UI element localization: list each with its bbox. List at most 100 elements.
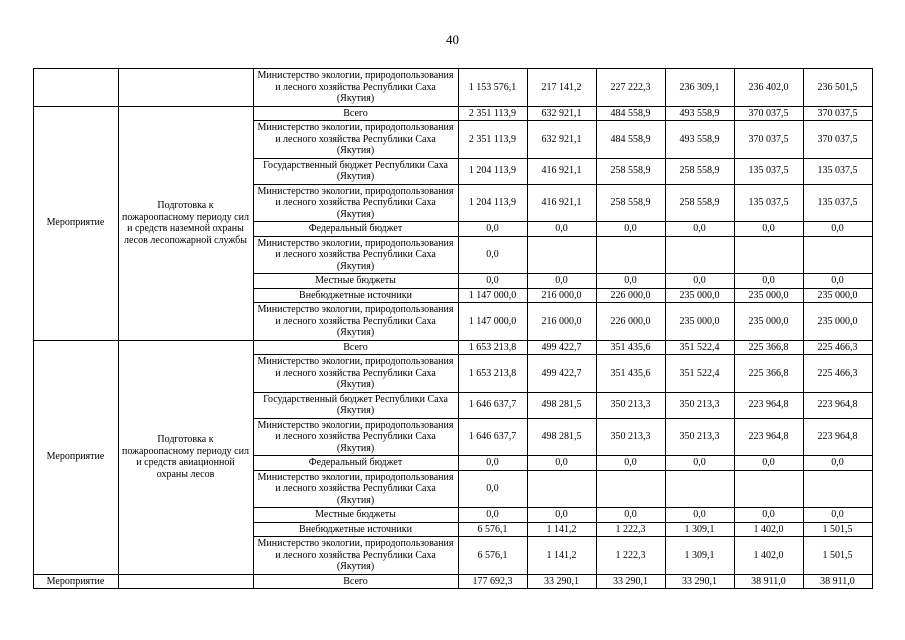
table-row: Министерство экологии, природопользовани…: [33, 417, 873, 456]
source-cell: Министерство экологии, природопользовани…: [252, 302, 459, 341]
value-cell: 498 281,5: [526, 391, 597, 419]
value-cell: 1 153 576,1: [457, 68, 528, 107]
source-cell: Министерство экологии, природопользовани…: [252, 417, 459, 456]
activity-cell-empty: [32, 68, 119, 107]
activity-label-cell: Мероприятие: [32, 573, 119, 589]
value-cell: 0,0: [526, 273, 597, 289]
value-cell: 226 000,0: [595, 287, 666, 303]
value-cell: 225 366,8: [733, 339, 804, 355]
value-cell: 350 213,3: [595, 417, 666, 456]
value-cell: [802, 469, 873, 508]
value-cell: 135 037,5: [802, 183, 873, 222]
value-cell: 351 435,6: [595, 354, 666, 393]
value-cell: [595, 469, 666, 508]
value-cell: 0,0: [457, 455, 528, 471]
value-cell: 217 141,2: [526, 68, 597, 107]
value-cell: 370 037,5: [733, 105, 804, 121]
table-row: Мероприятие Подготовка к пожароопасному …: [32, 105, 873, 341]
source-cell: Министерство экологии, природопользовани…: [252, 235, 459, 274]
value-cell: 0,0: [664, 507, 735, 523]
value-cell: 1 141,2: [526, 521, 597, 537]
value-cell: 0,0: [595, 273, 666, 289]
value-cell: 1 653 213,8: [457, 354, 528, 393]
table-row: Министерство экологии, природопользовани…: [33, 302, 873, 341]
value-cell: 223 964,8: [733, 417, 804, 456]
value-cell: 0,0: [802, 455, 873, 471]
value-cell: 1 653 213,8: [457, 339, 528, 355]
value-cell: 370 037,5: [802, 105, 873, 121]
table-row: Министерство экологии, природопользовани…: [33, 469, 873, 508]
value-cell: 235 000,0: [733, 302, 804, 341]
source-cell: Министерство экологии, природопользовани…: [252, 536, 459, 575]
value-cell: 499 422,7: [526, 339, 597, 355]
value-cell: 235 000,0: [733, 287, 804, 303]
value-cell: 236 309,1: [664, 68, 735, 107]
value-cell: 225 466,3: [802, 339, 873, 355]
value-cell: 235 000,0: [664, 302, 735, 341]
value-cell: 1 309,1: [664, 521, 735, 537]
value-cell: [664, 469, 735, 508]
value-cell: 235 000,0: [802, 302, 873, 341]
value-cell: 1 402,0: [733, 521, 804, 537]
value-cell: 351 522,4: [664, 354, 735, 393]
value-cell: 216 000,0: [526, 287, 597, 303]
source-cell: Всего: [252, 339, 459, 355]
value-cell: 1 501,5: [802, 536, 873, 575]
table-row: Государственный бюджет Республики Саха (…: [33, 391, 873, 419]
value-cell: 235 000,0: [802, 287, 873, 303]
value-cell: 350 213,3: [664, 417, 735, 456]
value-cell: 484 558,9: [595, 120, 666, 159]
source-cell: Всего: [252, 573, 459, 589]
value-cell: 0,0: [733, 455, 804, 471]
value-cell: 226 000,0: [595, 302, 666, 341]
value-cell: 498 281,5: [526, 417, 597, 456]
table-row: Местные бюджеты 0,0 0,0 0,0 0,0 0,0 0,0: [33, 273, 873, 289]
source-cell: Министерство экологии, природопользовани…: [252, 469, 459, 508]
budget-table: Министерство экологии, природопользовани…: [32, 68, 873, 589]
value-cell: 258 558,9: [595, 157, 666, 185]
value-cell: 223 964,8: [802, 417, 873, 456]
table-body: Министерство экологии, природопользовани…: [32, 68, 873, 589]
source-cell: Местные бюджеты: [252, 273, 459, 289]
value-cell: 0,0: [664, 455, 735, 471]
value-cell: 258 558,9: [664, 157, 735, 185]
value-cell: 38 911,0: [802, 573, 873, 589]
table-row: Министерство экологии, природопользовани…: [33, 183, 873, 222]
value-cell: 223 964,8: [733, 391, 804, 419]
value-cell: 0,0: [526, 507, 597, 523]
value-cell: 1 309,1: [664, 536, 735, 575]
page-number: 40: [446, 32, 459, 47]
value-cell: 2 351 113,9: [457, 105, 528, 121]
table-row: Местные бюджеты 0,0 0,0 0,0 0,0 0,0 0,0: [33, 507, 873, 523]
description-cell: Подготовка к пожароопасному периоду сил …: [117, 105, 254, 341]
value-cell: 0,0: [664, 273, 735, 289]
source-cell: Федеральный бюджет: [252, 221, 459, 237]
value-cell: [733, 235, 804, 274]
value-cell: 1 204 113,9: [457, 157, 528, 185]
source-cell: Министерство экологии, природопользовани…: [252, 183, 459, 222]
value-cell: 0,0: [802, 221, 873, 237]
value-cell: 258 558,9: [664, 183, 735, 222]
value-cell: 135 037,5: [802, 157, 873, 185]
table-row: Министерство экологии, природопользовани…: [33, 235, 873, 274]
value-cell: 225 366,8: [733, 354, 804, 393]
table-row: Мероприятие Подготовка к пожароопасному …: [32, 339, 873, 575]
source-cell: Министерство экологии, природопользовани…: [252, 120, 459, 159]
value-cell: 135 037,5: [733, 157, 804, 185]
source-cell: Государственный бюджет Республики Саха (…: [252, 391, 459, 419]
value-cell: 1 222,3: [595, 521, 666, 537]
value-cell: 2 351 113,9: [457, 120, 528, 159]
value-cell: 0,0: [457, 273, 528, 289]
value-cell: 1 646 637,7: [457, 391, 528, 419]
value-cell: 216 000,0: [526, 302, 597, 341]
value-cell: 493 558,9: [664, 105, 735, 121]
value-cell: 493 558,9: [664, 120, 735, 159]
value-cell: 1 147 000,0: [457, 287, 528, 303]
value-cell: 0,0: [733, 221, 804, 237]
table-row: Министерство экологии, природопользовани…: [33, 354, 873, 393]
value-cell: 416 921,1: [526, 157, 597, 185]
value-cell: 350 213,3: [664, 391, 735, 419]
value-cell: 0,0: [526, 221, 597, 237]
value-cell: 351 522,4: [664, 339, 735, 355]
value-cell: 0,0: [733, 507, 804, 523]
